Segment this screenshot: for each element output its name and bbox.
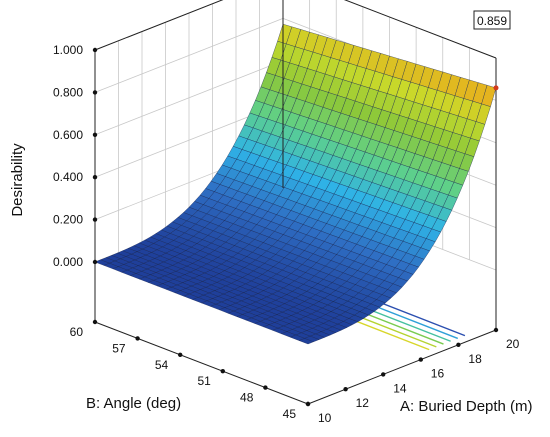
x-tick-mark — [381, 372, 386, 377]
axis-ticks: 0.000 0.200 0.400 0.600 0.800 1.000 45 48 51 54 57… — [53, 43, 520, 425]
x-tick-mark — [343, 387, 348, 392]
x-tick-label: 14 — [393, 381, 407, 395]
box-edge — [343, 0, 497, 59]
y-tick-mark — [263, 385, 268, 390]
x-tick-label: 10 — [318, 411, 332, 425]
z-tick-label: 0.000 — [53, 255, 83, 269]
z-tick-label: 0.400 — [53, 170, 83, 184]
y-tick-label: 60 — [70, 325, 84, 339]
y-tick-mark — [178, 352, 183, 357]
x-tick-label: 12 — [356, 396, 370, 410]
x-axis-title: A: Buried Depth (m) — [400, 398, 533, 415]
z-tick-mark — [92, 175, 98, 180]
x-tick-label: 16 — [431, 367, 445, 381]
response-surface — [94, 23, 497, 345]
x-tick-mark — [493, 327, 499, 333]
z-tick-mark — [92, 90, 98, 95]
y-tick-label: 51 — [197, 374, 211, 388]
box-frame — [94, 0, 497, 405]
z-tick-label: 0.600 — [53, 128, 83, 142]
box-edge — [94, 321, 309, 405]
y-tick-mark — [135, 336, 140, 341]
z-tick-mark — [92, 47, 98, 53]
x-tick-mark — [456, 342, 461, 347]
z-tick-mark — [92, 217, 98, 222]
wall-gridline — [94, 60, 284, 136]
z-tick-label: 0.200 — [53, 213, 83, 227]
z-tick-label: 1.000 — [53, 43, 83, 57]
z-axis-title: Desirability — [9, 143, 26, 217]
y-tick-label: 45 — [283, 407, 297, 421]
max-value-box: 0.859 — [473, 10, 511, 30]
x-tick-mark — [305, 401, 311, 407]
z-tick-mark — [92, 132, 98, 137]
y-tick-label: 48 — [240, 391, 254, 405]
z-tick-mark — [92, 259, 98, 265]
wall-gridline — [94, 18, 284, 93]
y-tick-label: 54 — [155, 358, 169, 372]
y-tick-mark — [220, 369, 225, 374]
y-tick-label: 57 — [112, 341, 126, 355]
max-value-label: 0.859 — [477, 14, 507, 28]
y-axis-title: B: Angle (deg) — [86, 395, 181, 412]
max-point-marker — [493, 85, 499, 91]
box-edge — [94, 0, 224, 51]
x-tick-label: 18 — [468, 352, 482, 366]
box-edge — [307, 329, 497, 405]
surface-facet — [298, 338, 315, 345]
x-tick-mark — [418, 357, 423, 362]
z-tick-label: 0.800 — [53, 85, 83, 99]
x-tick-label: 20 — [506, 337, 520, 351]
y-tick-mark — [92, 319, 98, 325]
